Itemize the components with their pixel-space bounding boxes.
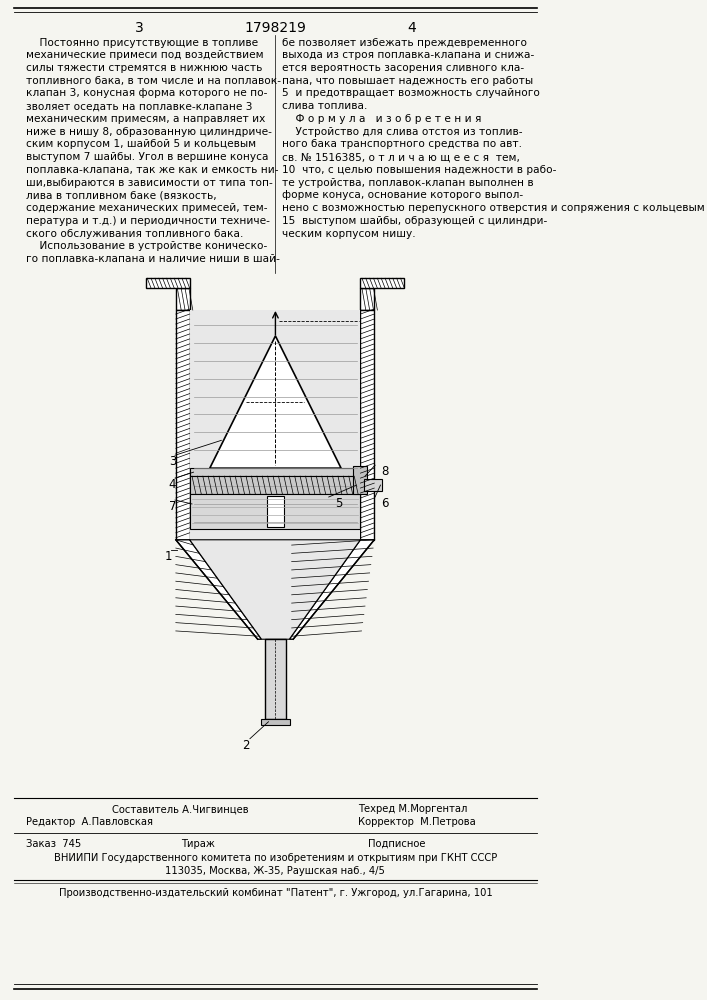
Text: 7: 7	[169, 500, 176, 513]
Text: Подписное: Подписное	[368, 839, 426, 849]
Bar	[361, 310, 374, 540]
Text: 5  и предотвращает возможность случайного: 5 и предотвращает возможность случайного	[282, 88, 540, 98]
Text: 4: 4	[408, 21, 416, 35]
Text: Устройство для слива отстоя из топлив-: Устройство для слива отстоя из топлив-	[282, 127, 523, 137]
Polygon shape	[289, 540, 374, 639]
Text: слива топлива.: слива топлива.	[282, 101, 368, 111]
Text: 1798219: 1798219	[245, 21, 306, 35]
Text: Постоянно присутствующие в топливе: Постоянно присутствующие в топливе	[26, 38, 258, 48]
Text: 2: 2	[243, 739, 250, 752]
Text: зволяет оседать на поплавке-клапане 3: зволяет оседать на поплавке-клапане 3	[26, 101, 252, 111]
Text: 113035, Москва, Ж-35, Раушская наб., 4/5: 113035, Москва, Ж-35, Раушская наб., 4/5	[165, 866, 385, 876]
Bar	[261, 719, 290, 725]
Text: выступом 7 шайбы. Угол в вершине конуса: выступом 7 шайбы. Угол в вершине конуса	[26, 152, 269, 162]
Text: те устройства, поплавок-клапан выполнен в: те устройства, поплавок-клапан выполнен …	[282, 178, 534, 188]
Text: св. № 1516385, о т л и ч а ю щ е е с я  тем,: св. № 1516385, о т л и ч а ю щ е е с я т…	[282, 152, 520, 162]
Bar	[364, 479, 382, 491]
Bar	[176, 310, 189, 540]
Bar	[361, 278, 404, 288]
Text: бе позволяет избежать преждевременного: бе позволяет избежать преждевременного	[282, 38, 527, 48]
Text: 5: 5	[335, 497, 342, 510]
Text: 10  что, с целью повышения надежности в рабо-: 10 что, с целью повышения надежности в р…	[282, 165, 556, 175]
Bar	[353, 466, 366, 494]
Bar	[146, 278, 189, 288]
Text: топливного бака, в том числе и на поплавок-: топливного бака, в том числе и на поплав…	[26, 76, 281, 86]
Text: 3: 3	[169, 455, 176, 468]
Text: механическим примесям, а направляет их: механическим примесям, а направляет их	[26, 114, 265, 124]
Text: пана, что повышает надежность его работы: пана, что повышает надежность его работы	[282, 76, 534, 86]
Text: выхода из строя поплавка-клапана и снижа-: выхода из строя поплавка-клапана и снижа…	[282, 50, 534, 60]
Text: содержание механических примесей, тем-: содержание механических примесей, тем-	[26, 203, 267, 213]
Text: лива в топливном баке (вязкость,: лива в топливном баке (вязкость,	[26, 190, 216, 200]
Text: го поплавка-клапана и наличие ниши в шай-: го поплавка-клапана и наличие ниши в шай…	[26, 254, 280, 264]
Text: 3: 3	[135, 21, 144, 35]
Text: Редактор  А.Павловская: Редактор А.Павловская	[26, 817, 153, 827]
Text: нено с возможностью перепускного отверстия и сопряжения с кольцевым: нено с возможностью перепускного отверст…	[282, 203, 705, 213]
Text: Ф о р м у л а   и з о б р е т е н и я: Ф о р м у л а и з о б р е т е н и я	[282, 114, 481, 124]
Text: поплавка-клапана, так же как и емкость ни-: поплавка-клапана, так же как и емкость н…	[26, 165, 279, 175]
Text: силы тяжести стремятся в нижнюю часть: силы тяжести стремятся в нижнюю часть	[26, 63, 262, 73]
Text: ши,выбираются в зависимости от типа топ-: ши,выбираются в зависимости от типа топ-	[26, 178, 273, 188]
Bar	[264, 639, 286, 719]
Polygon shape	[210, 336, 341, 468]
Text: ниже в нишу 8, образованную цилиндриче-: ниже в нишу 8, образованную цилиндриче-	[26, 127, 271, 137]
Text: 4: 4	[169, 478, 176, 491]
Text: 1: 1	[165, 550, 173, 563]
Text: Производственно-издательский комбинат "Патент", г. Ужгород, ул.Гагарина, 101: Производственно-издательский комбинат "П…	[59, 888, 492, 898]
Bar	[189, 468, 361, 476]
Text: Техред М.Моргентал: Техред М.Моргентал	[358, 804, 467, 814]
Text: ским корпусом 1, шайбой 5 и кольцевым: ским корпусом 1, шайбой 5 и кольцевым	[26, 139, 256, 149]
Bar	[267, 496, 284, 527]
Bar	[189, 310, 361, 540]
Text: механические примеси под воздействием: механические примеси под воздействием	[26, 50, 264, 60]
Text: Тираж: Тираж	[181, 839, 215, 849]
Text: Корректор  М.Петрова: Корректор М.Петрова	[358, 817, 476, 827]
Text: пература и т.д.) и периодичности техниче-: пература и т.д.) и периодичности техниче…	[26, 216, 270, 226]
Bar	[189, 494, 361, 529]
Bar	[361, 288, 374, 310]
Bar	[176, 288, 189, 310]
Text: 15  выступом шайбы, образующей с цилиндри-: 15 выступом шайбы, образующей с цилиндри…	[282, 216, 548, 226]
Text: ческим корпусом нишу.: ческим корпусом нишу.	[282, 229, 416, 239]
Polygon shape	[189, 540, 361, 639]
Text: Заказ  745: Заказ 745	[26, 839, 81, 849]
Text: форме конуса, основание которого выпол-: форме конуса, основание которого выпол-	[282, 190, 523, 200]
Text: ется вероятность засорения сливного кла-: ется вероятность засорения сливного кла-	[282, 63, 525, 73]
Polygon shape	[176, 540, 262, 639]
Text: 6: 6	[381, 497, 389, 510]
Text: ВНИИПИ Государственного комитета по изобретениям и открытиям при ГКНТ СССР: ВНИИПИ Государственного комитета по изоб…	[54, 853, 497, 863]
Text: Использование в устройстве коническо-: Использование в устройстве коническо-	[26, 241, 267, 251]
Bar	[189, 476, 361, 494]
Text: клапан 3, конусная форма которого не по-: клапан 3, конусная форма которого не по-	[26, 88, 267, 98]
Text: ного бака транспортного средства по авт.: ного бака транспортного средства по авт.	[282, 139, 522, 149]
Text: Составитель А.Чигвинцев: Составитель А.Чигвинцев	[112, 804, 249, 814]
Text: ского обслуживания топливного бака.: ского обслуживания топливного бака.	[26, 229, 243, 239]
Text: 8: 8	[381, 465, 389, 478]
